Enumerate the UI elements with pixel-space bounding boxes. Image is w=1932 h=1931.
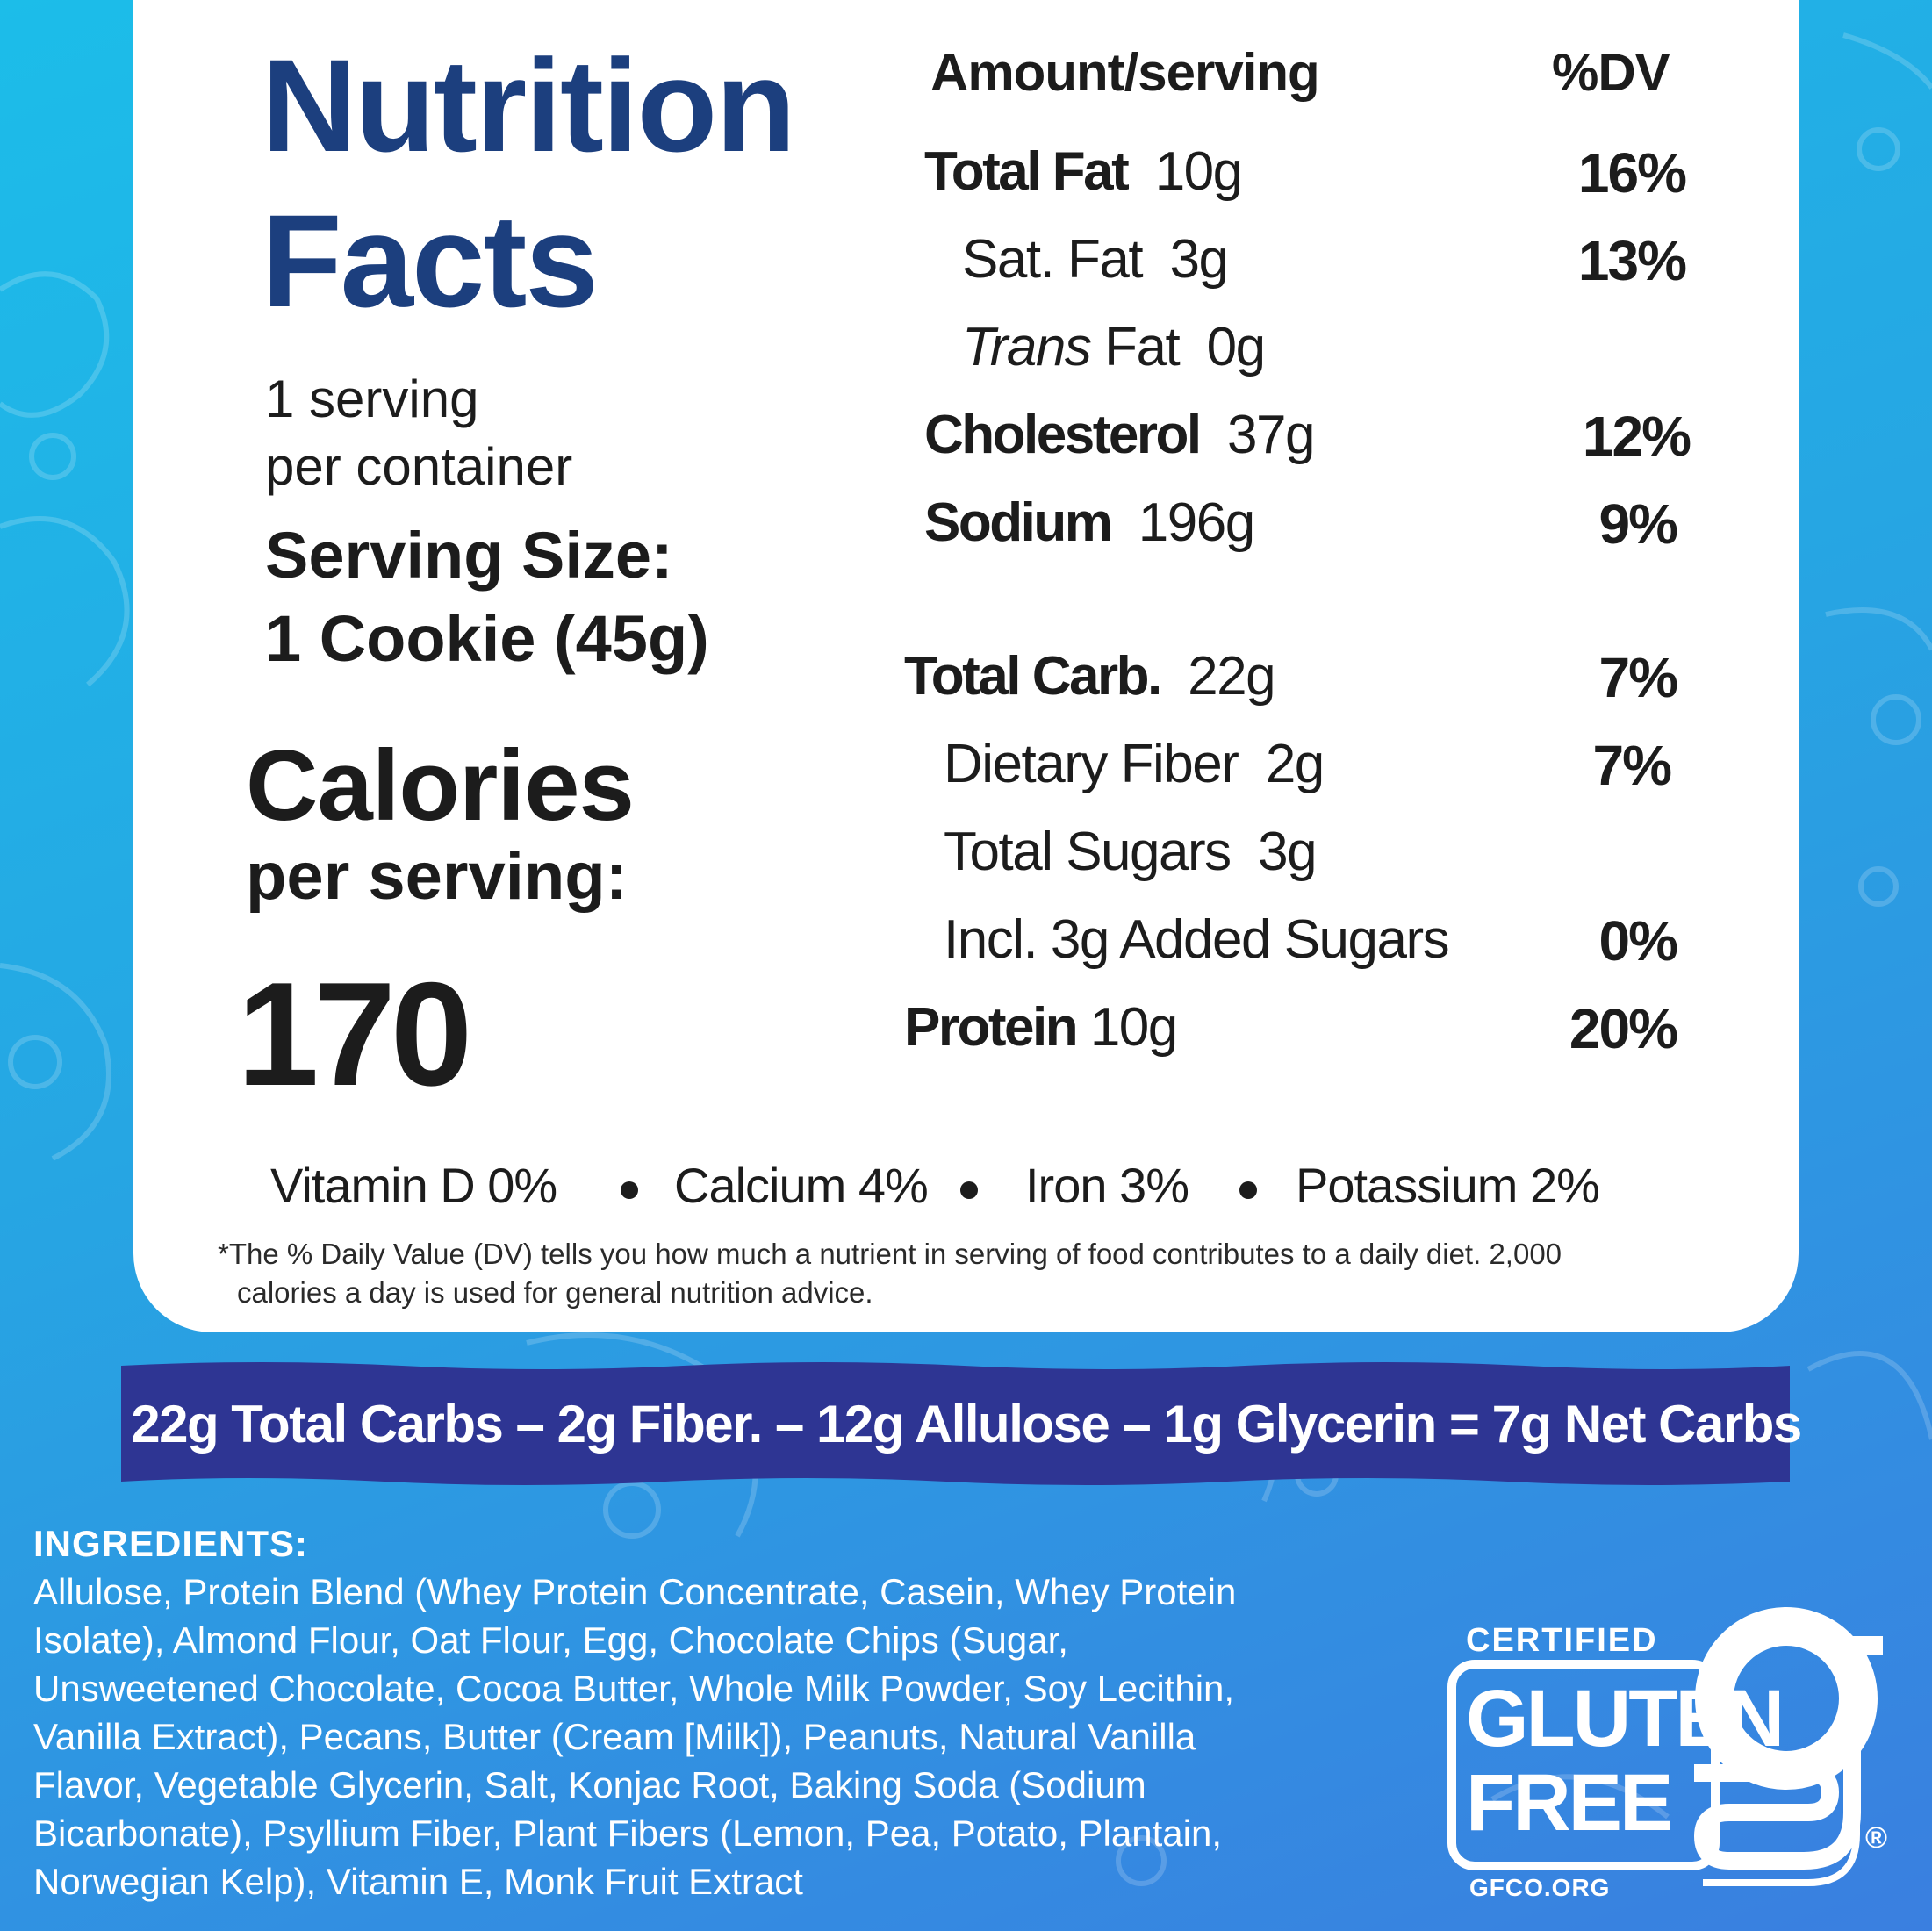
nutrition-card xyxy=(133,0,1799,1332)
potassium: Potassium 2% xyxy=(1296,1158,1600,1213)
ingredients-heading: INGREDIENTS: xyxy=(33,1523,309,1564)
amount-per-serving-header: Amount/serving xyxy=(930,43,1320,102)
nutrient-label: Protein xyxy=(904,997,1079,1058)
nutrient-label: Sodium xyxy=(924,492,1113,553)
ingredients-line: Norwegian Kelp), Vitamin E, Monk Fruit E… xyxy=(33,1861,803,1902)
nutrient-row-cholesterol: Cholesterol 37g xyxy=(924,404,1315,466)
nutrient-row-dietary-fiber: Dietary Fiber 2g xyxy=(944,733,1325,795)
registered-mark: ® xyxy=(1865,1821,1888,1855)
nutrient-dv-added-sugars: 0% xyxy=(1598,909,1679,973)
nutrient-amount: 3g xyxy=(1169,229,1229,290)
nutrient-amount: 0g xyxy=(1206,317,1266,377)
nutrient-row-trans-fat: Trans Fat 0g xyxy=(962,316,1266,378)
servings-per-container-line1: 1 serving xyxy=(265,370,479,428)
ingredients-line: Isolate), Almond Flour, Oat Flour, Egg, … xyxy=(33,1619,1068,1661)
nutrient-amount: 10g xyxy=(1154,141,1243,202)
calories-sublabel: per serving: xyxy=(246,839,628,914)
nutrient-amount: 37g xyxy=(1227,405,1315,465)
nutrient-row-total-fat: Total Fat 10g xyxy=(924,140,1243,203)
nutrient-amount: 10g xyxy=(1089,997,1178,1058)
servings-per-container-line2: per container xyxy=(265,437,573,496)
calories-label: Calories xyxy=(246,730,635,842)
nutrient-amount: 22g xyxy=(1188,646,1275,707)
nutrient-row-sodium: Sodium 196g xyxy=(924,492,1255,554)
serving-size-value: 1 Cookie (45g) xyxy=(265,602,709,675)
nutrient-label: Total Carb. xyxy=(904,646,1162,707)
nutrient-label: Cholesterol xyxy=(924,405,1202,465)
nutrient-dv-sodium: 9% xyxy=(1598,492,1679,556)
ingredients-line: Vanilla Extract), Pecans, Butter (Cream … xyxy=(33,1716,1196,1757)
bullet-dot xyxy=(1239,1181,1257,1199)
nutrient-amount: 196g xyxy=(1138,492,1255,553)
vitamin-d: Vitamin D 0% xyxy=(270,1158,557,1213)
nutrient-dv-sat-fat: 13% xyxy=(1577,229,1687,292)
net-carbs-banner xyxy=(121,1362,1790,1485)
bullet-dot xyxy=(960,1181,978,1199)
nutrient-label: Trans xyxy=(962,317,1092,377)
free-label: FREE xyxy=(1466,1758,1673,1848)
nutrient-label: Total Fat xyxy=(924,141,1130,202)
page-title-line1: Nutrition xyxy=(262,32,796,179)
dv-header: %DV xyxy=(1552,43,1670,102)
bullet-dot xyxy=(621,1181,638,1199)
ingredients-line: Flavor, Vegetable Glycerin, Salt, Konjac… xyxy=(33,1764,1146,1805)
certified-label: CERTIFIED xyxy=(1466,1622,1658,1659)
iron: Iron 3% xyxy=(1025,1158,1189,1213)
nutrient-row-total-carb: Total Carb. 22g xyxy=(904,645,1276,707)
nutrient-amount: 3g xyxy=(1258,822,1317,882)
nutrient-label: Dietary Fiber xyxy=(944,734,1239,794)
nutrient-dv-total-carb: 7% xyxy=(1598,646,1679,709)
gfco-url: GFCO.ORG xyxy=(1469,1874,1611,1901)
nutrient-dv-protein: 20% xyxy=(1569,997,1678,1060)
gluten-label: GLUTEN xyxy=(1466,1674,1785,1763)
nutrient-row-added-sugars: Incl. 3g Added Sugars xyxy=(944,908,1450,971)
nutrient-label: Incl. 3g Added Sugars xyxy=(944,909,1450,970)
calories-value: 170 xyxy=(237,951,472,1116)
nutrient-row-total-sugars: Total Sugars 3g xyxy=(944,821,1318,883)
serving-size-label: Serving Size: xyxy=(265,519,673,592)
footnote-line2: calories a day is used for general nutri… xyxy=(237,1276,873,1309)
nutrient-row-protein: Protein 10g xyxy=(904,996,1178,1059)
gluten-free-g-icon xyxy=(1447,1607,1883,1886)
calcium: Calcium 4% xyxy=(674,1158,929,1213)
ingredients-line: Unsweetened Chocolate, Cocoa Butter, Who… xyxy=(33,1668,1235,1709)
net-carbs-text: 22g Total Carbs – 2g Fiber. – 12g Allulo… xyxy=(131,1394,1802,1454)
ingredients-list: Allulose, Protein Blend (Whey Protein Co… xyxy=(33,1568,1236,1906)
nutrient-dv-dietary-fiber: 7% xyxy=(1592,734,1673,797)
page-title-line2: Facts xyxy=(262,187,599,334)
nutrient-dv-total-fat: 16% xyxy=(1577,141,1687,205)
footnote-line1: *The % Daily Value (DV) tells you how mu… xyxy=(218,1238,1562,1270)
nutrient-label: Total Sugars xyxy=(944,822,1232,882)
nutrient-amount: 2g xyxy=(1265,734,1325,794)
ingredients-line: Allulose, Protein Blend (Whey Protein Co… xyxy=(33,1571,1237,1612)
nutrient-dv-cholesterol: 12% xyxy=(1582,405,1691,468)
ingredients-line: Bicarbonate), Psyllium Fiber, Plant Fibe… xyxy=(33,1813,1222,1854)
nutrient-label-rest: Fat xyxy=(1104,317,1181,377)
nutrient-row-sat-fat: Sat. Fat 3g xyxy=(962,228,1229,291)
certified-gluten-free-logo: CERTIFIED GLUTEN FREE ® GFCO.ORG xyxy=(1440,1597,1896,1913)
nutrient-label: Sat. Fat xyxy=(962,229,1144,290)
